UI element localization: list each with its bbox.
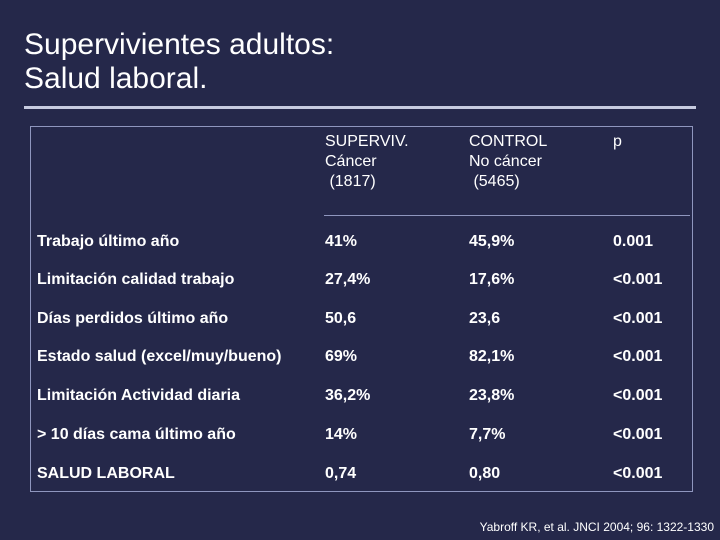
row-control-value: 0,80 xyxy=(469,465,501,482)
row-p-value: <0.001 xyxy=(613,310,663,327)
row-label: Limitación Actividad diaria xyxy=(37,387,241,404)
header-control-line-2: No cáncer xyxy=(469,153,542,170)
row-p-value: <0.001 xyxy=(613,426,663,443)
table-row: Trabajo último año 41% 45,9% 0.001 xyxy=(37,232,687,252)
row-label: Limitación calidad trabajo xyxy=(37,271,235,288)
row-superviv-value: 36,2% xyxy=(325,387,371,404)
row-control-value: 17,6% xyxy=(469,271,515,288)
row-superviv-value: 27,4% xyxy=(325,271,371,288)
row-superviv-value: 50,6 xyxy=(325,310,357,327)
row-superviv-value: 14% xyxy=(325,426,358,443)
row-superviv-value: 0,74 xyxy=(325,465,357,482)
header-divider xyxy=(324,215,690,216)
table-frame xyxy=(30,126,693,492)
table-row: Limitación Actividad diaria 36,2% 23,8% … xyxy=(37,386,687,406)
row-p-value: <0.001 xyxy=(613,465,663,482)
row-superviv-value: 69% xyxy=(325,348,358,365)
header-control-line-1: CONTROL xyxy=(469,133,548,150)
title-divider xyxy=(24,106,696,109)
header-superviv-line-2: Cáncer xyxy=(325,153,377,170)
row-control-value: 45,9% xyxy=(469,233,515,250)
header-superviv: SUPERVIV. Cáncer (1817) xyxy=(325,132,409,192)
row-p-value: 0.001 xyxy=(613,233,654,250)
row-p-value: <0.001 xyxy=(613,387,663,404)
header-p-label: p xyxy=(613,133,622,150)
row-control-value: 23,8% xyxy=(469,387,515,404)
slide-title: Supervivientes adultos: Salud laboral. xyxy=(24,28,334,96)
row-superviv-value: 41% xyxy=(325,233,358,250)
header-control: CONTROL No cáncer (5465) xyxy=(469,132,547,192)
row-p-value: <0.001 xyxy=(613,348,663,365)
row-label: SALUD LABORAL xyxy=(37,465,175,482)
header-superviv-line-1: SUPERVIV. xyxy=(325,133,409,150)
row-label: Trabajo último año xyxy=(37,233,180,250)
table-row: SALUD LABORAL 0,74 0,80 <0.001 xyxy=(37,464,687,484)
table-row: Limitación calidad trabajo 27,4% 17,6% <… xyxy=(37,270,687,290)
table-row: Estado salud (excel/muy/bueno) 69% 82,1%… xyxy=(37,347,687,367)
row-control-value: 82,1% xyxy=(469,348,515,365)
table-row: Días perdidos último año 50,6 23,6 <0.00… xyxy=(37,309,687,329)
row-control-value: 7,7% xyxy=(469,426,506,443)
row-label: Días perdidos último año xyxy=(37,310,229,327)
row-p-value: <0.001 xyxy=(613,271,663,288)
slide-title-line-1: Supervivientes adultos: xyxy=(24,28,335,61)
row-label: Estado salud (excel/muy/bueno) xyxy=(37,348,282,365)
row-label: > 10 días cama último año xyxy=(37,426,236,443)
header-superviv-line-3: (1817) xyxy=(325,173,376,190)
table-row: > 10 días cama último año 14% 7,7% <0.00… xyxy=(37,425,687,445)
row-control-value: 23,6 xyxy=(469,310,501,327)
slide-title-line-2: Salud laboral. xyxy=(24,62,208,95)
header-control-line-3: (5465) xyxy=(469,173,520,190)
citation: Yabroff KR, et al. JNCI 2004; 96: 1322-1… xyxy=(479,520,714,534)
header-p: p xyxy=(613,132,622,152)
